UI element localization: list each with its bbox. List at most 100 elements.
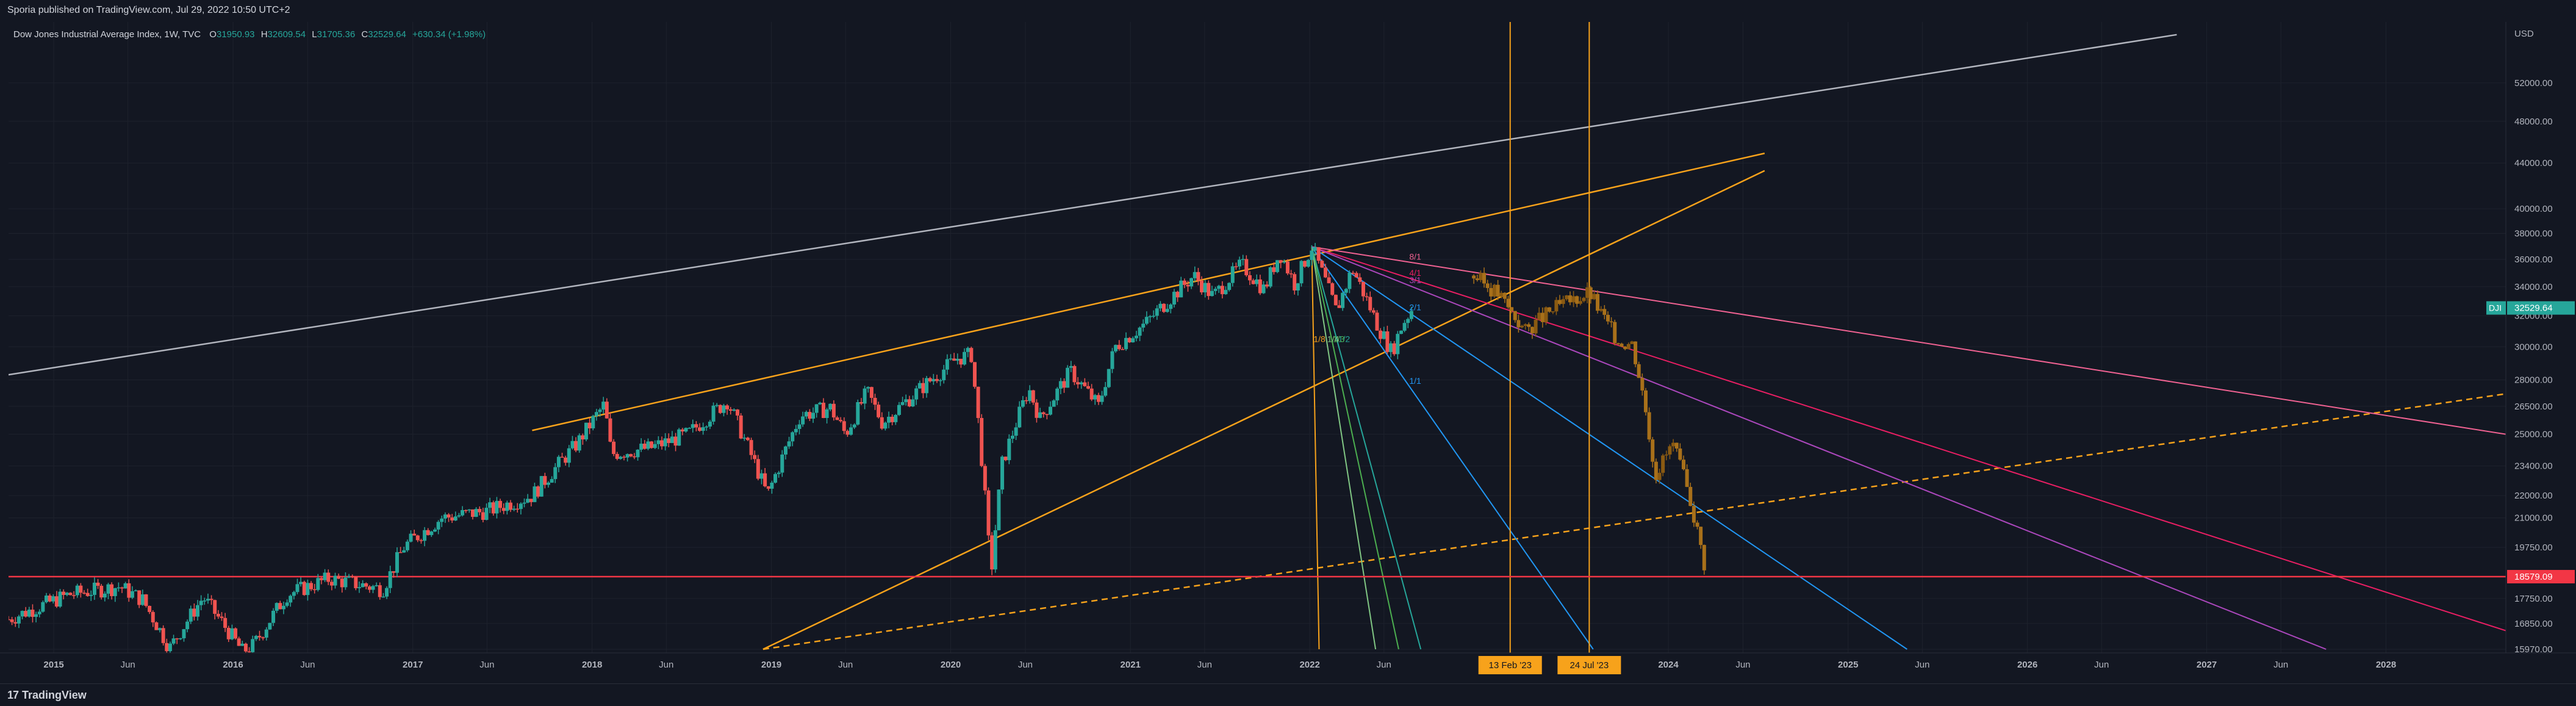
symbol-name: Dow Jones Industrial Average Index, 1W, …	[13, 29, 201, 40]
price-candle	[329, 582, 334, 586]
projection-candle	[1640, 378, 1645, 391]
price-candle	[467, 509, 472, 511]
price-candle	[1000, 456, 1005, 490]
price-candle	[230, 628, 234, 639]
price-candle	[1285, 261, 1290, 274]
price-candle	[556, 456, 561, 467]
price-candle	[949, 358, 953, 360]
price-candle	[161, 628, 165, 643]
price-candle	[770, 482, 774, 489]
price-candle	[739, 416, 743, 439]
projection-candle	[1692, 506, 1696, 523]
price-candle	[1351, 272, 1355, 274]
price-candle	[251, 639, 255, 652]
price-candle	[45, 595, 49, 602]
price-candle	[1179, 280, 1183, 298]
price-candle	[165, 643, 169, 652]
price-candle	[398, 552, 403, 553]
projection-candle	[1578, 301, 1582, 304]
price-tick-label: 22000.00	[2514, 491, 2553, 501]
projection-candle	[1527, 324, 1531, 327]
price-candle	[1368, 297, 1372, 311]
price-candle	[997, 489, 1001, 531]
price-candle	[285, 602, 289, 606]
price-candle	[154, 622, 159, 630]
price-candle	[120, 587, 124, 589]
price-candle	[684, 428, 688, 432]
price-candle	[598, 409, 602, 412]
price-candle	[1155, 308, 1159, 316]
price-candle	[16, 616, 21, 624]
price-candle	[295, 584, 300, 593]
price-candle	[1007, 438, 1011, 461]
price-candle	[584, 422, 588, 440]
price-candle	[343, 577, 348, 588]
price-candle	[791, 432, 795, 442]
price-candle	[811, 412, 816, 419]
price-tick-label: 28000.00	[2514, 375, 2553, 386]
price-candle	[381, 596, 386, 598]
price-candle	[1241, 259, 1245, 261]
price-candle	[481, 512, 485, 520]
price-candle	[794, 428, 798, 433]
trend-line-1	[532, 153, 1765, 431]
trend-line-0	[9, 34, 2177, 376]
price-candle	[1031, 390, 1035, 403]
price-candle	[274, 603, 279, 611]
price-candle	[388, 571, 392, 588]
price-candle	[1244, 259, 1249, 276]
price-candle	[1402, 323, 1407, 331]
high-label: H	[260, 29, 268, 40]
price-candle	[447, 514, 451, 517]
price-candle	[323, 572, 327, 580]
price-candle	[505, 502, 509, 511]
time-tick-label: 2018	[582, 660, 602, 670]
price-candle	[171, 638, 176, 644]
price-candle	[759, 473, 764, 479]
price-candle	[375, 585, 379, 586]
price-candle	[1127, 337, 1132, 342]
price-candle	[1035, 402, 1039, 418]
price-candle	[419, 540, 423, 541]
tradingview-logo-icon: 17	[7, 689, 19, 701]
chart-area[interactable]: 8/1 4/13/1 2/1 1/1 1/21/31/41/8 USD 52000.00 48…	[0, 0, 2576, 683]
time-tick-label: Jun	[1197, 660, 1212, 670]
price-candle	[292, 592, 296, 596]
trend-line-2	[762, 170, 1765, 650]
price-candle	[333, 575, 337, 586]
price-candle	[1207, 283, 1211, 297]
price-candle	[1238, 259, 1242, 267]
projection-candle	[1623, 347, 1627, 350]
price-candle	[75, 585, 79, 596]
time-tick-label: 2017	[403, 660, 423, 670]
price-candle	[845, 431, 850, 435]
fan-label: 8/1	[1409, 252, 1421, 262]
price-candle	[484, 508, 489, 520]
price-candle	[96, 582, 100, 586]
tradingview-logo[interactable]: 17 TradingView	[7, 689, 87, 702]
plot-layer	[9, 22, 2506, 653]
time-axis: 2015 Jun 2016 Jun 2017 Jun 2018 Jun 2019 Jun 2020 J…	[0, 652, 2576, 683]
symbol-legend: Dow Jones Industrial Average Index, 1W, …	[13, 29, 486, 40]
projection-candle	[1513, 311, 1517, 320]
price-candle	[1089, 388, 1094, 400]
price-candle	[306, 583, 310, 596]
price-tick-label: 25000.00	[2514, 430, 2553, 440]
price-candle	[1392, 343, 1396, 355]
projection-candle	[1530, 326, 1534, 334]
projection-candle	[1620, 344, 1624, 347]
price-candle	[1371, 310, 1376, 313]
price-candle	[660, 440, 664, 447]
open-label: O	[209, 29, 217, 40]
price-candle	[1024, 400, 1028, 402]
projection-candle	[1654, 461, 1658, 480]
time-marker-label: 13 Feb '23	[1489, 660, 1532, 671]
price-candle	[1213, 289, 1218, 291]
price-candle	[1316, 247, 1321, 261]
projection-candle	[1626, 344, 1631, 350]
time-tick-label: 2028	[2376, 660, 2396, 670]
price-candle	[1327, 277, 1331, 284]
price-candle	[1289, 273, 1293, 275]
price-candle	[89, 594, 93, 596]
price-axis: USD 52000.00 48000.00 44000.00 40000.00 38000…	[2505, 22, 2576, 655]
